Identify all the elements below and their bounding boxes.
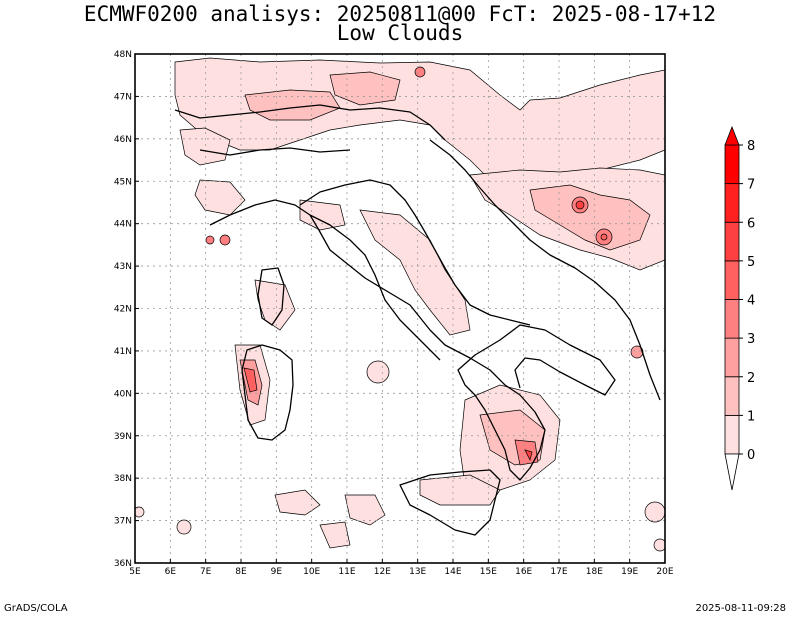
colorbar-segment (724, 337, 740, 378)
lat-tick-label: 42N (114, 305, 132, 315)
footer-timestamp: 2025-08-11-09:28 (695, 603, 786, 614)
lat-tick-label: 36N (114, 559, 132, 569)
lat-tick-label: 45N (114, 177, 132, 187)
colorbar: 0 1 2 3 4 5 6 7 8 (724, 125, 755, 491)
cloud-area (194, 179, 246, 216)
lon-tick-label: 16E (515, 567, 532, 577)
lon-tick-label: 19E (621, 567, 638, 577)
cloud-area (244, 89, 341, 121)
lon-tick-label: 17E (550, 567, 567, 577)
cloud-area (344, 494, 386, 526)
lat-tick-label: 43N (114, 262, 132, 272)
cloud-area (274, 489, 321, 516)
lon-tick-label: 9E (271, 567, 283, 577)
coastline-sardinia (241, 344, 294, 441)
lon-tick-label: 12E (374, 567, 391, 577)
cloud-area (529, 184, 651, 251)
colorbar-label: 7 (747, 178, 755, 193)
colorbar-top-arrow (724, 125, 740, 146)
colorbar-label: 1 (747, 409, 755, 424)
lat-tick-label: 40N (114, 389, 132, 399)
lon-tick-label: 5E (129, 567, 141, 577)
lon-tick-label: 7E (200, 567, 212, 577)
lat-tick-label: 39N (114, 432, 132, 442)
coastline-balkans (429, 139, 661, 401)
colorbar-label: 5 (747, 255, 755, 270)
map-subtitle: Low Clouds (336, 21, 464, 45)
latitude-labels: 36N 37N 38N 39N 40N 41N 42N 43N 44N 45N 46N 47N 48N (114, 50, 139, 569)
border-north (199, 147, 351, 156)
lat-tick-label: 44N (114, 220, 132, 230)
lon-tick-label: 15E (480, 567, 497, 577)
cloud-area (254, 279, 296, 331)
cloud-area (419, 474, 501, 506)
lon-tick-label: 18E (586, 567, 603, 577)
lon-tick-label: 11E (338, 567, 355, 577)
cloud-area (319, 521, 351, 549)
footer-credit: GrADS/COLA (4, 603, 68, 614)
lon-tick-label: 20E (656, 567, 673, 577)
lat-tick-label: 41N (114, 347, 132, 357)
map-title: ECMWF0200 analisys: 20250811@00 FcT: 202… (83, 2, 717, 26)
lat-tick-label: 37N (114, 517, 132, 527)
coastline-layer (174, 104, 661, 536)
lat-tick-label: 38N (114, 474, 132, 484)
colorbar-label: 4 (747, 294, 755, 309)
colorbar-label: 8 (747, 139, 755, 154)
colorbar-segment (724, 299, 740, 339)
lon-tick-label: 10E (303, 567, 320, 577)
longitude-labels: 5E 6E 7E 8E 9E 10E 11E 12E 13E 14E 15E 16E 17E 18E 19E… (129, 559, 674, 577)
cloud-area (243, 367, 258, 393)
cloud-area (359, 209, 471, 336)
lon-tick-label: 13E (409, 567, 426, 577)
lon-tick-label: 8E (235, 567, 247, 577)
colorbar-label: 2 (747, 371, 755, 386)
colorbar-segment (724, 260, 740, 300)
lat-tick-label: 48N (114, 50, 132, 60)
colorbar-segment (724, 376, 740, 416)
coastline-adriatic (299, 179, 531, 326)
colorbar-segment (724, 144, 740, 185)
cloud-area (299, 199, 346, 231)
lat-tick-label: 46N (114, 135, 132, 145)
colorbar-segment (724, 221, 740, 262)
cloud-area (179, 127, 231, 166)
coastline-sicily (399, 469, 501, 536)
cloud-area (524, 449, 533, 462)
lat-tick-label: 47N (114, 92, 132, 102)
grid-lines (135, 54, 665, 563)
border-alps (174, 104, 446, 141)
coastline-italy (209, 199, 616, 481)
colorbar-label: 0 (747, 448, 755, 463)
lon-tick-label: 14E (444, 567, 461, 577)
border-central (309, 214, 441, 361)
colorbar-label: 6 (747, 216, 755, 231)
colorbar-bottom-arrow (724, 453, 740, 491)
cloud-fill-layer (135, 57, 665, 552)
lon-tick-label: 6E (165, 567, 177, 577)
coastline-corsica (257, 267, 285, 326)
colorbar-label: 3 (747, 332, 755, 347)
colorbar-segment (724, 414, 740, 455)
colorbar-segment (724, 183, 740, 223)
